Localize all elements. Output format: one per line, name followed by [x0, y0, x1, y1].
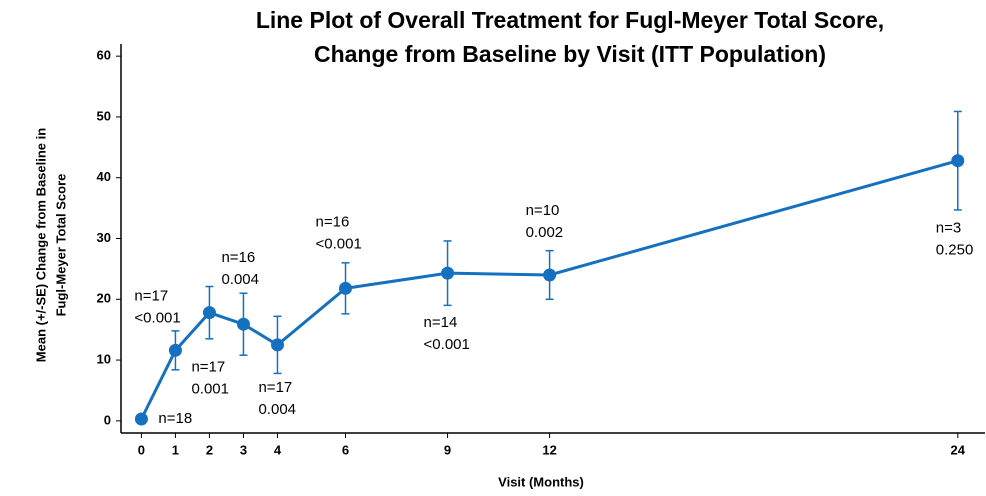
n-label: n=18	[158, 410, 192, 427]
point	[168, 343, 182, 357]
x-tick-label: 6	[342, 442, 349, 457]
n-label: n=17	[134, 287, 168, 304]
x-tick-label: 1	[172, 442, 179, 457]
p-label: 0.001	[191, 381, 229, 398]
y-axis-label: Fugl-Meyer Total Score	[53, 174, 68, 317]
p-label: <0.001	[316, 235, 362, 252]
point	[270, 338, 284, 352]
y-tick-label: 60	[97, 48, 111, 63]
chart-title: Line Plot of Overall Treatment for Fugl-…	[256, 7, 884, 33]
point	[134, 412, 148, 426]
y-axis-label: Mean (+/-SE) Change from Baseline in	[33, 128, 48, 362]
y-tick-label: 20	[97, 291, 111, 306]
point	[202, 306, 216, 320]
y-tick-label: 50	[97, 108, 111, 123]
p-label: 0.004	[258, 401, 296, 418]
n-label: n=17	[191, 359, 225, 376]
n-label: n=10	[526, 202, 560, 219]
p-label: <0.001	[134, 309, 180, 326]
point	[543, 268, 557, 282]
p-label: 0.004	[221, 271, 259, 288]
n-label: n=17	[258, 379, 292, 396]
x-tick-label: 24	[951, 442, 966, 457]
x-tick-label: 0	[138, 442, 145, 457]
n-label: n=16	[316, 213, 350, 230]
x-tick-label: 9	[444, 442, 451, 457]
n-label: n=3	[936, 220, 961, 237]
point	[441, 266, 455, 280]
chart-title: Change from Baseline by Visit (ITT Popul…	[314, 41, 826, 67]
n-label: n=14	[424, 314, 458, 331]
point	[236, 317, 250, 331]
x-tick-label: 4	[274, 442, 282, 457]
n-label: n=16	[221, 249, 255, 266]
x-axis-label: Visit (Months)	[498, 474, 584, 489]
y-tick-label: 40	[97, 169, 111, 184]
point	[339, 281, 353, 295]
x-tick-label: 2	[206, 442, 213, 457]
y-tick-label: 0	[104, 412, 111, 427]
y-tick-label: 30	[97, 230, 111, 245]
p-label: 0.250	[936, 242, 974, 259]
p-label: <0.001	[424, 336, 470, 353]
y-tick-label: 10	[97, 352, 111, 367]
x-tick-label: 12	[542, 442, 556, 457]
p-label: 0.002	[526, 224, 564, 241]
point	[951, 154, 965, 168]
x-tick-label: 3	[240, 442, 247, 457]
